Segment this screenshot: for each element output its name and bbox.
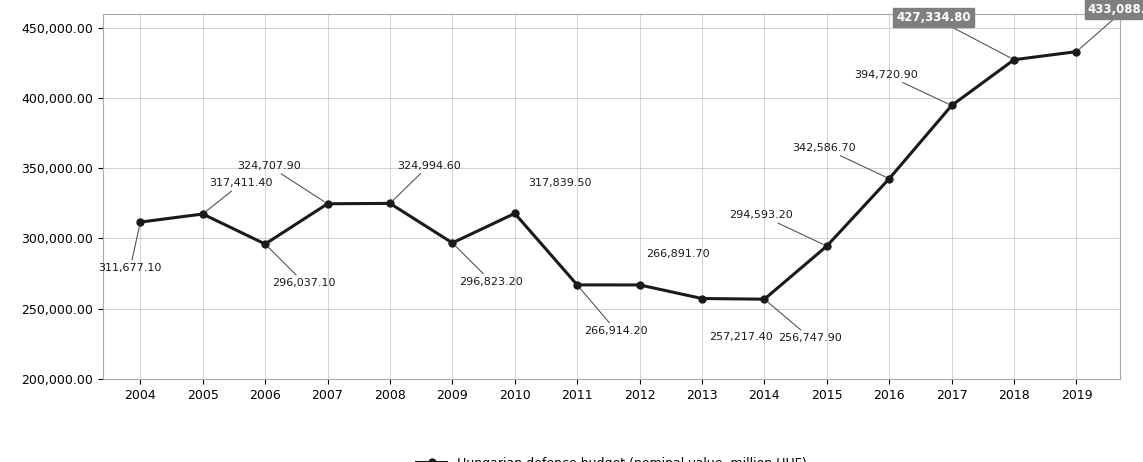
Text: 266,914.20: 266,914.20 bbox=[580, 288, 648, 335]
Text: 266,891.70: 266,891.70 bbox=[647, 249, 710, 259]
Text: 317,411.40: 317,411.40 bbox=[206, 178, 273, 212]
Legend: Hungarian defence budget (nominal value, million HUF): Hungarian defence budget (nominal value,… bbox=[411, 452, 812, 462]
Text: 342,586.70: 342,586.70 bbox=[792, 143, 886, 177]
Text: 317,839.50: 317,839.50 bbox=[529, 178, 592, 188]
Text: 256,747.90: 256,747.90 bbox=[768, 302, 842, 343]
Text: 433,088.30: 433,088.30 bbox=[1080, 3, 1143, 49]
Text: 296,823.20: 296,823.20 bbox=[455, 246, 523, 286]
Text: 257,217.40: 257,217.40 bbox=[709, 332, 773, 342]
Text: 296,037.10: 296,037.10 bbox=[269, 247, 336, 288]
Text: 394,720.90: 394,720.90 bbox=[855, 70, 948, 104]
Text: 324,707.90: 324,707.90 bbox=[238, 161, 325, 201]
Text: 427,334.80: 427,334.80 bbox=[896, 11, 1010, 58]
Text: 294,593.20: 294,593.20 bbox=[729, 210, 823, 244]
Text: 311,677.10: 311,677.10 bbox=[98, 226, 162, 273]
Text: 324,994.60: 324,994.60 bbox=[393, 161, 461, 201]
